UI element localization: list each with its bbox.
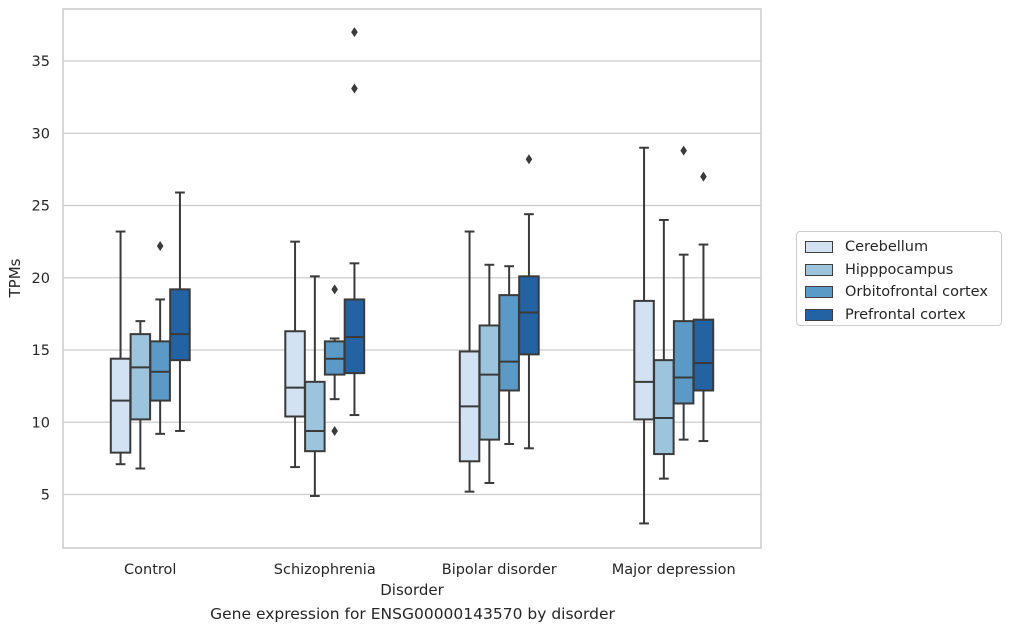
iqr-box — [498, 294, 520, 392]
box-1-3 — [653, 218, 675, 480]
legend-label: Prefrontal cortex — [845, 306, 966, 323]
box-0-0 — [109, 230, 132, 466]
iqr-box — [284, 330, 306, 418]
figure-caption: Gene expression for ENSG00000143570 by d… — [210, 605, 615, 623]
outlier-point — [351, 83, 358, 94]
box-2-1 — [323, 284, 346, 436]
y-tick-label: 5 — [41, 488, 50, 504]
legend-swatch — [805, 263, 833, 276]
x-tick-label: Control — [124, 562, 176, 578]
box-2-0 — [149, 240, 171, 435]
x-tick-label: Bipolar disorder — [442, 562, 557, 578]
outlier-point — [156, 240, 164, 251]
outlier-point — [351, 27, 358, 38]
iqr-box — [129, 333, 152, 421]
box-3-1 — [343, 27, 366, 417]
y-tick-label: 25 — [32, 199, 50, 215]
y-tick-label: 30 — [32, 126, 50, 142]
boxes — [109, 27, 715, 525]
legend-item: Prefrontal cortex — [805, 304, 1001, 327]
box-3-2 — [518, 154, 540, 450]
y-tick-label: 35 — [32, 54, 50, 70]
legend-swatch — [805, 241, 833, 254]
box-1-0 — [129, 320, 152, 470]
y-tick-labels: 5 10 15 20 25 30 35 — [32, 54, 50, 504]
y-axis-title: TPMs — [6, 258, 24, 298]
y-tick-label: 20 — [32, 271, 50, 287]
x-axis-title: Disorder — [380, 581, 444, 599]
box-3-3 — [692, 171, 715, 443]
x-tick-labels: Control Schizophrenia Bipolar disorder Majo… — [124, 562, 736, 578]
y-tick-label: 15 — [32, 343, 50, 359]
legend-item: Orbitofrontal cortex — [805, 281, 1001, 304]
outlier-point — [525, 154, 533, 165]
legend-swatch — [805, 308, 833, 321]
box-2-2 — [498, 265, 520, 445]
outlier-point — [700, 171, 707, 182]
iqr-box — [672, 320, 695, 405]
legend-swatch — [805, 286, 833, 299]
iqr-box — [692, 318, 715, 392]
iqr-box — [304, 380, 326, 453]
outlier-point — [680, 145, 687, 156]
outlier-point — [331, 425, 338, 436]
iqr-box — [478, 324, 501, 441]
legend-label: Cerebellum — [845, 239, 929, 256]
iqr-box — [169, 288, 191, 362]
iqr-box — [518, 275, 540, 356]
x-tick-label: Major depression — [612, 562, 736, 578]
box-2-3 — [672, 145, 695, 441]
iqr-box — [109, 357, 132, 454]
legend-label: Hipppocampus — [845, 261, 954, 278]
iqr-box — [653, 359, 675, 456]
legend-label: Orbitofrontal cortex — [845, 284, 988, 301]
legend-item: Cerebellum — [805, 236, 1001, 259]
box-0-2 — [458, 230, 481, 493]
box-3-0 — [169, 191, 191, 432]
y-tick-label: 10 — [32, 415, 50, 431]
box-0-3 — [633, 146, 655, 525]
legend-item: Hipppocampus — [805, 259, 1001, 282]
plot-frame — [62, 8, 762, 549]
box-1-2 — [478, 263, 501, 484]
outlier-point — [331, 284, 338, 295]
legend: Cerebellum Hipppocampus Orbitofrontal cort… — [796, 231, 1002, 326]
iqr-box — [633, 299, 655, 421]
box-1-1 — [304, 275, 326, 497]
x-tick-label: Schizophrenia — [274, 562, 376, 578]
box-0-1 — [284, 240, 306, 469]
